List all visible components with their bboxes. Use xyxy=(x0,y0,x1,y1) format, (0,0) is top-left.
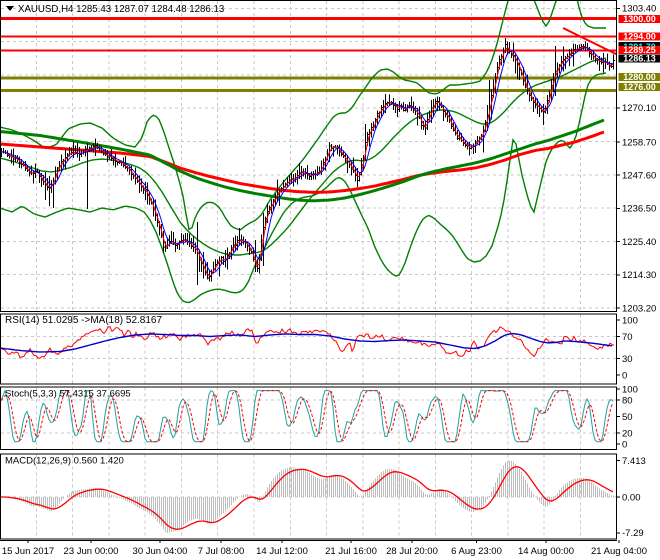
svg-text:28 Jul 20:00: 28 Jul 20:00 xyxy=(386,546,438,557)
svg-text:1236.50: 1236.50 xyxy=(622,204,656,215)
svg-text:14 Aug 00:00: 14 Aug 00:00 xyxy=(518,546,574,557)
svg-text:30 Jun 04:00: 30 Jun 04:00 xyxy=(133,546,188,557)
svg-text:1276.00: 1276.00 xyxy=(623,82,656,92)
svg-text:1214.30: 1214.30 xyxy=(622,270,656,281)
svg-text:1247.60: 1247.60 xyxy=(622,171,656,182)
svg-text:1203.20: 1203.20 xyxy=(622,303,656,314)
svg-text:80: 80 xyxy=(622,395,633,406)
svg-text:1289.25: 1289.25 xyxy=(623,45,656,55)
svg-text:1300.00: 1300.00 xyxy=(623,14,656,24)
svg-text:-7.29: -7.29 xyxy=(622,528,644,539)
svg-text:6 Aug 23:00: 6 Aug 23:00 xyxy=(451,546,502,557)
svg-text:MACD(12,26,9) 0.560 1.420: MACD(12,26,9) 0.560 1.420 xyxy=(5,456,124,467)
svg-text:1303.40: 1303.40 xyxy=(622,4,656,15)
svg-text:100: 100 xyxy=(622,384,638,395)
svg-text:23 Jun 00:00: 23 Jun 00:00 xyxy=(64,546,119,557)
svg-text:1286.13: 1286.13 xyxy=(623,54,656,64)
svg-text:0.00: 0.00 xyxy=(622,492,641,503)
svg-text:21 Aug 04:00: 21 Aug 04:00 xyxy=(591,546,647,557)
svg-text:21 Jul 16:00: 21 Jul 16:00 xyxy=(325,546,377,557)
svg-text:7.413: 7.413 xyxy=(622,456,646,467)
svg-text:70: 70 xyxy=(622,332,633,343)
svg-text:XAUUSD,H4 1285.43 1287.07 128: XAUUSD,H4 1285.43 1287.07 1284.48 1286.1… xyxy=(18,4,224,15)
svg-text:1258.70: 1258.70 xyxy=(622,137,656,148)
svg-text:0: 0 xyxy=(622,370,627,381)
svg-text:15 Jun 2017: 15 Jun 2017 xyxy=(2,546,54,557)
svg-text:100: 100 xyxy=(622,315,638,326)
svg-text:30: 30 xyxy=(622,354,633,365)
svg-text:14 Jul 12:00: 14 Jul 12:00 xyxy=(256,546,308,557)
svg-text:20: 20 xyxy=(622,428,633,439)
svg-text:1294.00: 1294.00 xyxy=(623,32,656,42)
svg-text:1280.00: 1280.00 xyxy=(623,72,656,82)
svg-text:Stoch(5,3,3) 57.4315 37.6695: Stoch(5,3,3) 57.4315 37.6695 xyxy=(5,389,131,400)
svg-text:0: 0 xyxy=(622,439,627,450)
svg-text:1225.40: 1225.40 xyxy=(622,237,656,248)
svg-text:1270.10: 1270.10 xyxy=(622,103,656,114)
svg-text:7 Jul 08:00: 7 Jul 08:00 xyxy=(198,546,244,557)
svg-text:RSI(14) 51.0295 ->MA(18) 52.8: RSI(14) 51.0295 ->MA(18) 52.8167 xyxy=(5,315,162,326)
svg-text:50: 50 xyxy=(622,412,633,423)
